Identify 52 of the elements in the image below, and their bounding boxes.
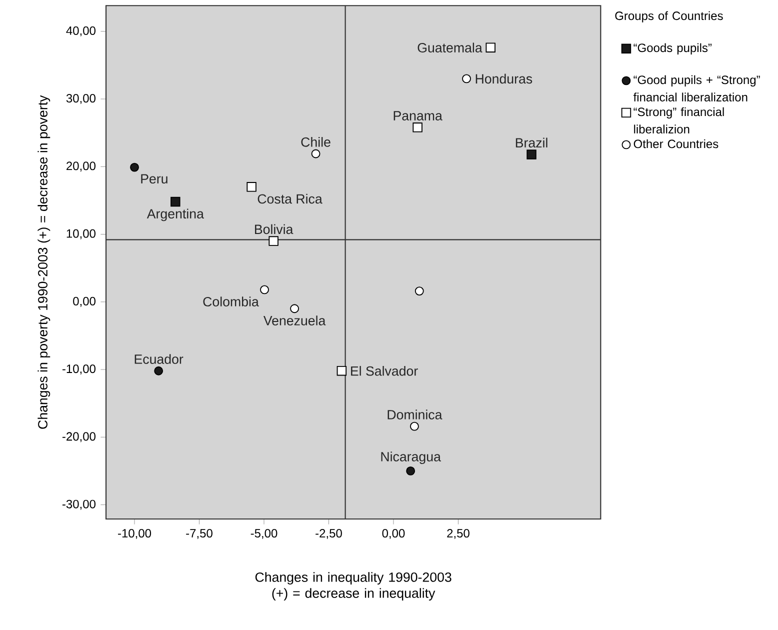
y-tick-label: 10,00 xyxy=(66,229,96,240)
point xyxy=(526,150,536,160)
x-tick-label: -2,50 xyxy=(316,529,342,539)
y-tick-label: -30,00 xyxy=(62,500,96,510)
point xyxy=(406,466,416,476)
annotation: Argentina xyxy=(146,208,204,222)
point xyxy=(268,236,278,246)
annotation: Ecuador xyxy=(134,354,184,364)
point xyxy=(130,162,139,172)
y-axis-title: Changes in poverty 1990-2003 (+) = decrease in poverty xyxy=(38,95,50,429)
annotation: Peru xyxy=(141,174,168,184)
point xyxy=(170,196,180,207)
annotation: Panama xyxy=(394,111,442,120)
point xyxy=(246,182,256,192)
annotation: Costa Rica xyxy=(258,194,322,204)
point xyxy=(486,42,496,52)
point xyxy=(260,285,269,294)
point xyxy=(154,366,164,376)
x-axis-title: Changes in inequality 1990-2003 (+) = decrease in inequality xyxy=(255,572,452,601)
legend-label: “Strong” financial liberalizion xyxy=(634,107,724,134)
annotation: Colombia xyxy=(203,296,259,306)
x-tick-label: -5,00 xyxy=(250,529,278,539)
y-tick-label: 30,00 xyxy=(66,94,96,104)
annotation: Guatemala xyxy=(418,42,482,52)
legend-label: “Good pupils + “Strong” financial liberalization xyxy=(633,75,760,102)
point xyxy=(414,286,424,296)
x-tick-label: 0,00 xyxy=(382,529,405,539)
x-tick-label: 2,50 xyxy=(447,529,470,539)
annotation: Bolivia xyxy=(255,224,294,234)
y-tick-label: -20,00 xyxy=(62,432,96,442)
legend-title: Groups of Countries xyxy=(615,11,723,22)
annotation: Honduras xyxy=(476,74,532,84)
y-tick-label: -10,00 xyxy=(62,364,96,374)
y-tick-label: 0,00 xyxy=(73,296,96,307)
y-tick-label: 20,00 xyxy=(66,162,96,172)
x-tick-label: -7,50 xyxy=(186,529,212,539)
annotation: Dominica xyxy=(388,410,442,420)
point xyxy=(311,149,320,158)
point xyxy=(410,422,419,431)
legend-label: “Goods pupils” xyxy=(634,43,712,54)
annotation: Brazil xyxy=(516,138,548,148)
annotation: El Salvador xyxy=(351,366,418,376)
annotation: Nicaragua xyxy=(381,452,441,464)
x-tick-label: -10,00 xyxy=(118,529,152,539)
point xyxy=(336,366,347,376)
point xyxy=(412,122,422,132)
legend-label: Other Countries xyxy=(634,139,718,148)
y-tick-label: 40,00 xyxy=(66,26,96,36)
annotation: Chile xyxy=(301,137,330,147)
annotation: Venezuela xyxy=(263,316,326,326)
point xyxy=(462,74,471,84)
point xyxy=(290,304,300,314)
